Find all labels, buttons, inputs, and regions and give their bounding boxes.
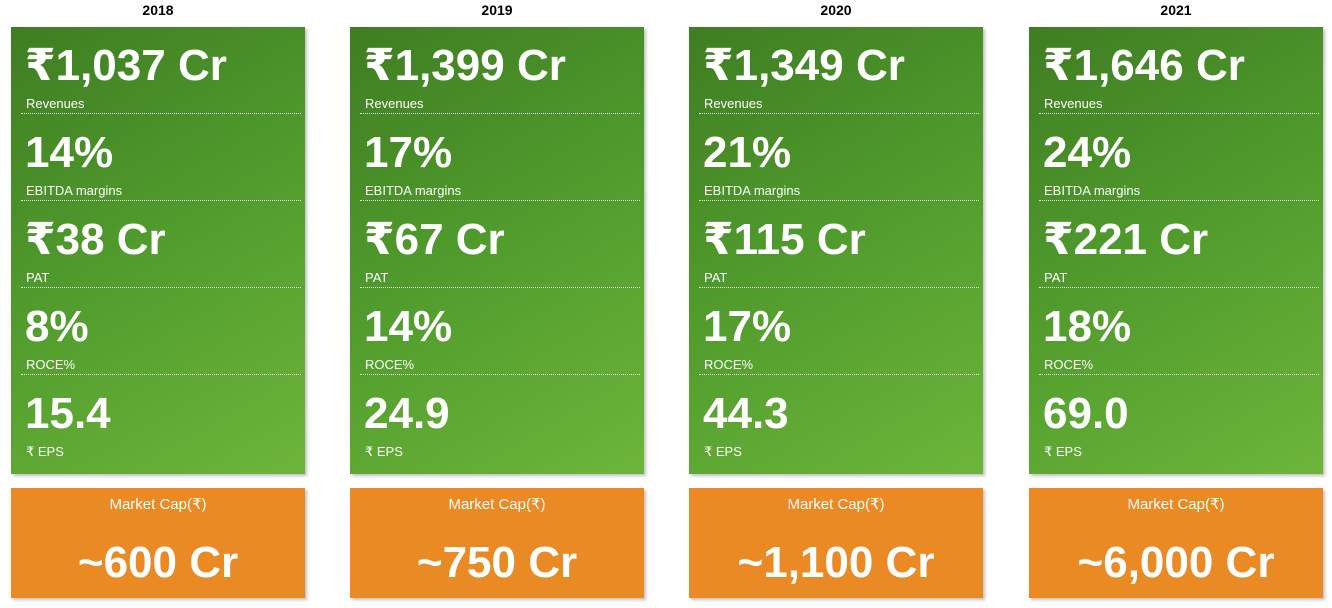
metric-label: ROCE% [1044,357,1094,372]
metric-ebitda-margins: 17% EBITDA margins [360,114,640,201]
market-cap-card: Market Cap(₹) ~750 Cr [350,488,644,598]
metric-pat: ₹38 Cr PAT [21,201,301,288]
metric-roce: 14% ROCE% [360,288,640,375]
metric-value: ₹38 Cr [25,215,166,264]
metric-eps: 44.3 ₹ EPS [699,375,979,462]
year-column-2020: 2020 ₹1,349 Cr Revenues 21% EBITDA margi… [689,0,983,598]
metric-eps: 24.9 ₹ EPS [360,375,640,462]
metric-label: PAT [1044,270,1068,285]
metric-roce: 8% ROCE% [21,288,301,375]
metric-value: 69.0 [1043,389,1129,438]
metric-value: 17% [364,128,453,177]
metric-label: ₹ EPS [704,444,742,459]
metric-label: EBITDA margins [365,183,462,198]
metric-value: 8% [25,302,89,351]
metric-value: ₹67 Cr [364,215,505,264]
market-cap-value: ~6,000 Cr [1077,538,1275,587]
market-cap-value: ~600 Cr [77,538,239,587]
metric-ebitda-margins: 14% EBITDA margins [21,114,301,201]
metric-value: 44.3 [703,389,789,438]
metric-value: ₹1,399 Cr [364,41,566,90]
metric-roce: 17% ROCE% [699,288,979,375]
market-cap-card: Market Cap(₹) ~6,000 Cr [1029,488,1323,598]
metric-value: 14% [25,128,114,177]
metrics-card: ₹1,399 Cr Revenues 17% EBITDA margins ₹6… [350,27,644,474]
metric-label: Revenues [1044,96,1103,111]
metric-value: 24.9 [364,389,450,438]
metric-label: EBITDA margins [1044,183,1141,198]
metric-eps: 15.4 ₹ EPS [21,375,301,462]
metric-eps: 69.0 ₹ EPS [1039,375,1319,462]
metric-value: 15.4 [25,389,111,438]
metrics-card: ₹1,037 Cr Revenues 14% EBITDA margins ₹3… [11,27,305,474]
metric-value: ₹1,349 Cr [703,41,905,90]
metric-pat: ₹221 Cr PAT [1039,201,1319,288]
metric-label: ₹ EPS [1044,444,1082,459]
metric-value: 21% [703,128,792,177]
metric-label: Revenues [26,96,85,111]
metric-label: Revenues [365,96,424,111]
market-cap-value: ~750 Cr [416,538,578,587]
metric-label: ₹ EPS [26,444,64,459]
year-column-2021: 2021 ₹1,646 Cr Revenues 24% EBITDA margi… [1029,0,1323,598]
market-cap-label: Market Cap(₹) [448,496,546,513]
metric-label: PAT [704,270,728,285]
market-cap-card: Market Cap(₹) ~1,100 Cr [689,488,983,598]
metric-label: PAT [26,270,50,285]
metric-label: PAT [365,270,389,285]
metric-value: ₹115 Cr [703,215,866,264]
year-column-2019: 2019 ₹1,399 Cr Revenues 17% EBITDA margi… [350,0,644,598]
market-cap-label: Market Cap(₹) [1127,496,1225,513]
market-cap-card: Market Cap(₹) ~600 Cr [11,488,305,598]
metric-label: Revenues [704,96,763,111]
metric-value: 24% [1043,128,1132,177]
year-heading: 2019 [481,2,513,18]
year-heading: 2018 [142,2,174,18]
metrics-card: ₹1,349 Cr Revenues 21% EBITDA margins ₹1… [689,27,983,474]
metric-revenues: ₹1,646 Cr Revenues [1039,27,1319,114]
metric-value: ₹1,037 Cr [25,41,227,90]
metric-label: EBITDA margins [704,183,801,198]
metric-label: ₹ EPS [365,444,403,459]
metric-revenues: ₹1,349 Cr Revenues [699,27,979,114]
metric-label: ROCE% [704,357,754,372]
metric-ebitda-margins: 24% EBITDA margins [1039,114,1319,201]
metric-value: 18% [1043,302,1132,351]
metric-value: 17% [703,302,792,351]
metric-label: ROCE% [365,357,415,372]
market-cap-label: Market Cap(₹) [787,496,885,513]
metric-pat: ₹67 Cr PAT [360,201,640,288]
market-cap-value: ~1,100 Cr [737,538,935,587]
market-cap-label: Market Cap(₹) [109,496,207,513]
metric-value: ₹221 Cr [1043,215,1209,264]
year-column-2018: 2018 ₹1,037 Cr Revenues 14% EBITDA margi… [11,0,305,598]
metric-revenues: ₹1,399 Cr Revenues [360,27,640,114]
metric-label: ROCE% [26,357,76,372]
metric-value: 14% [364,302,453,351]
metric-revenues: ₹1,037 Cr Revenues [21,27,301,114]
year-heading: 2020 [820,2,852,18]
metric-pat: ₹115 Cr PAT [699,201,979,288]
metric-ebitda-margins: 21% EBITDA margins [699,114,979,201]
metrics-card: ₹1,646 Cr Revenues 24% EBITDA margins ₹2… [1029,27,1323,474]
metric-label: EBITDA margins [26,183,123,198]
year-heading: 2021 [1160,2,1192,18]
metric-roce: 18% ROCE% [1039,288,1319,375]
metric-value: ₹1,646 Cr [1043,41,1245,90]
